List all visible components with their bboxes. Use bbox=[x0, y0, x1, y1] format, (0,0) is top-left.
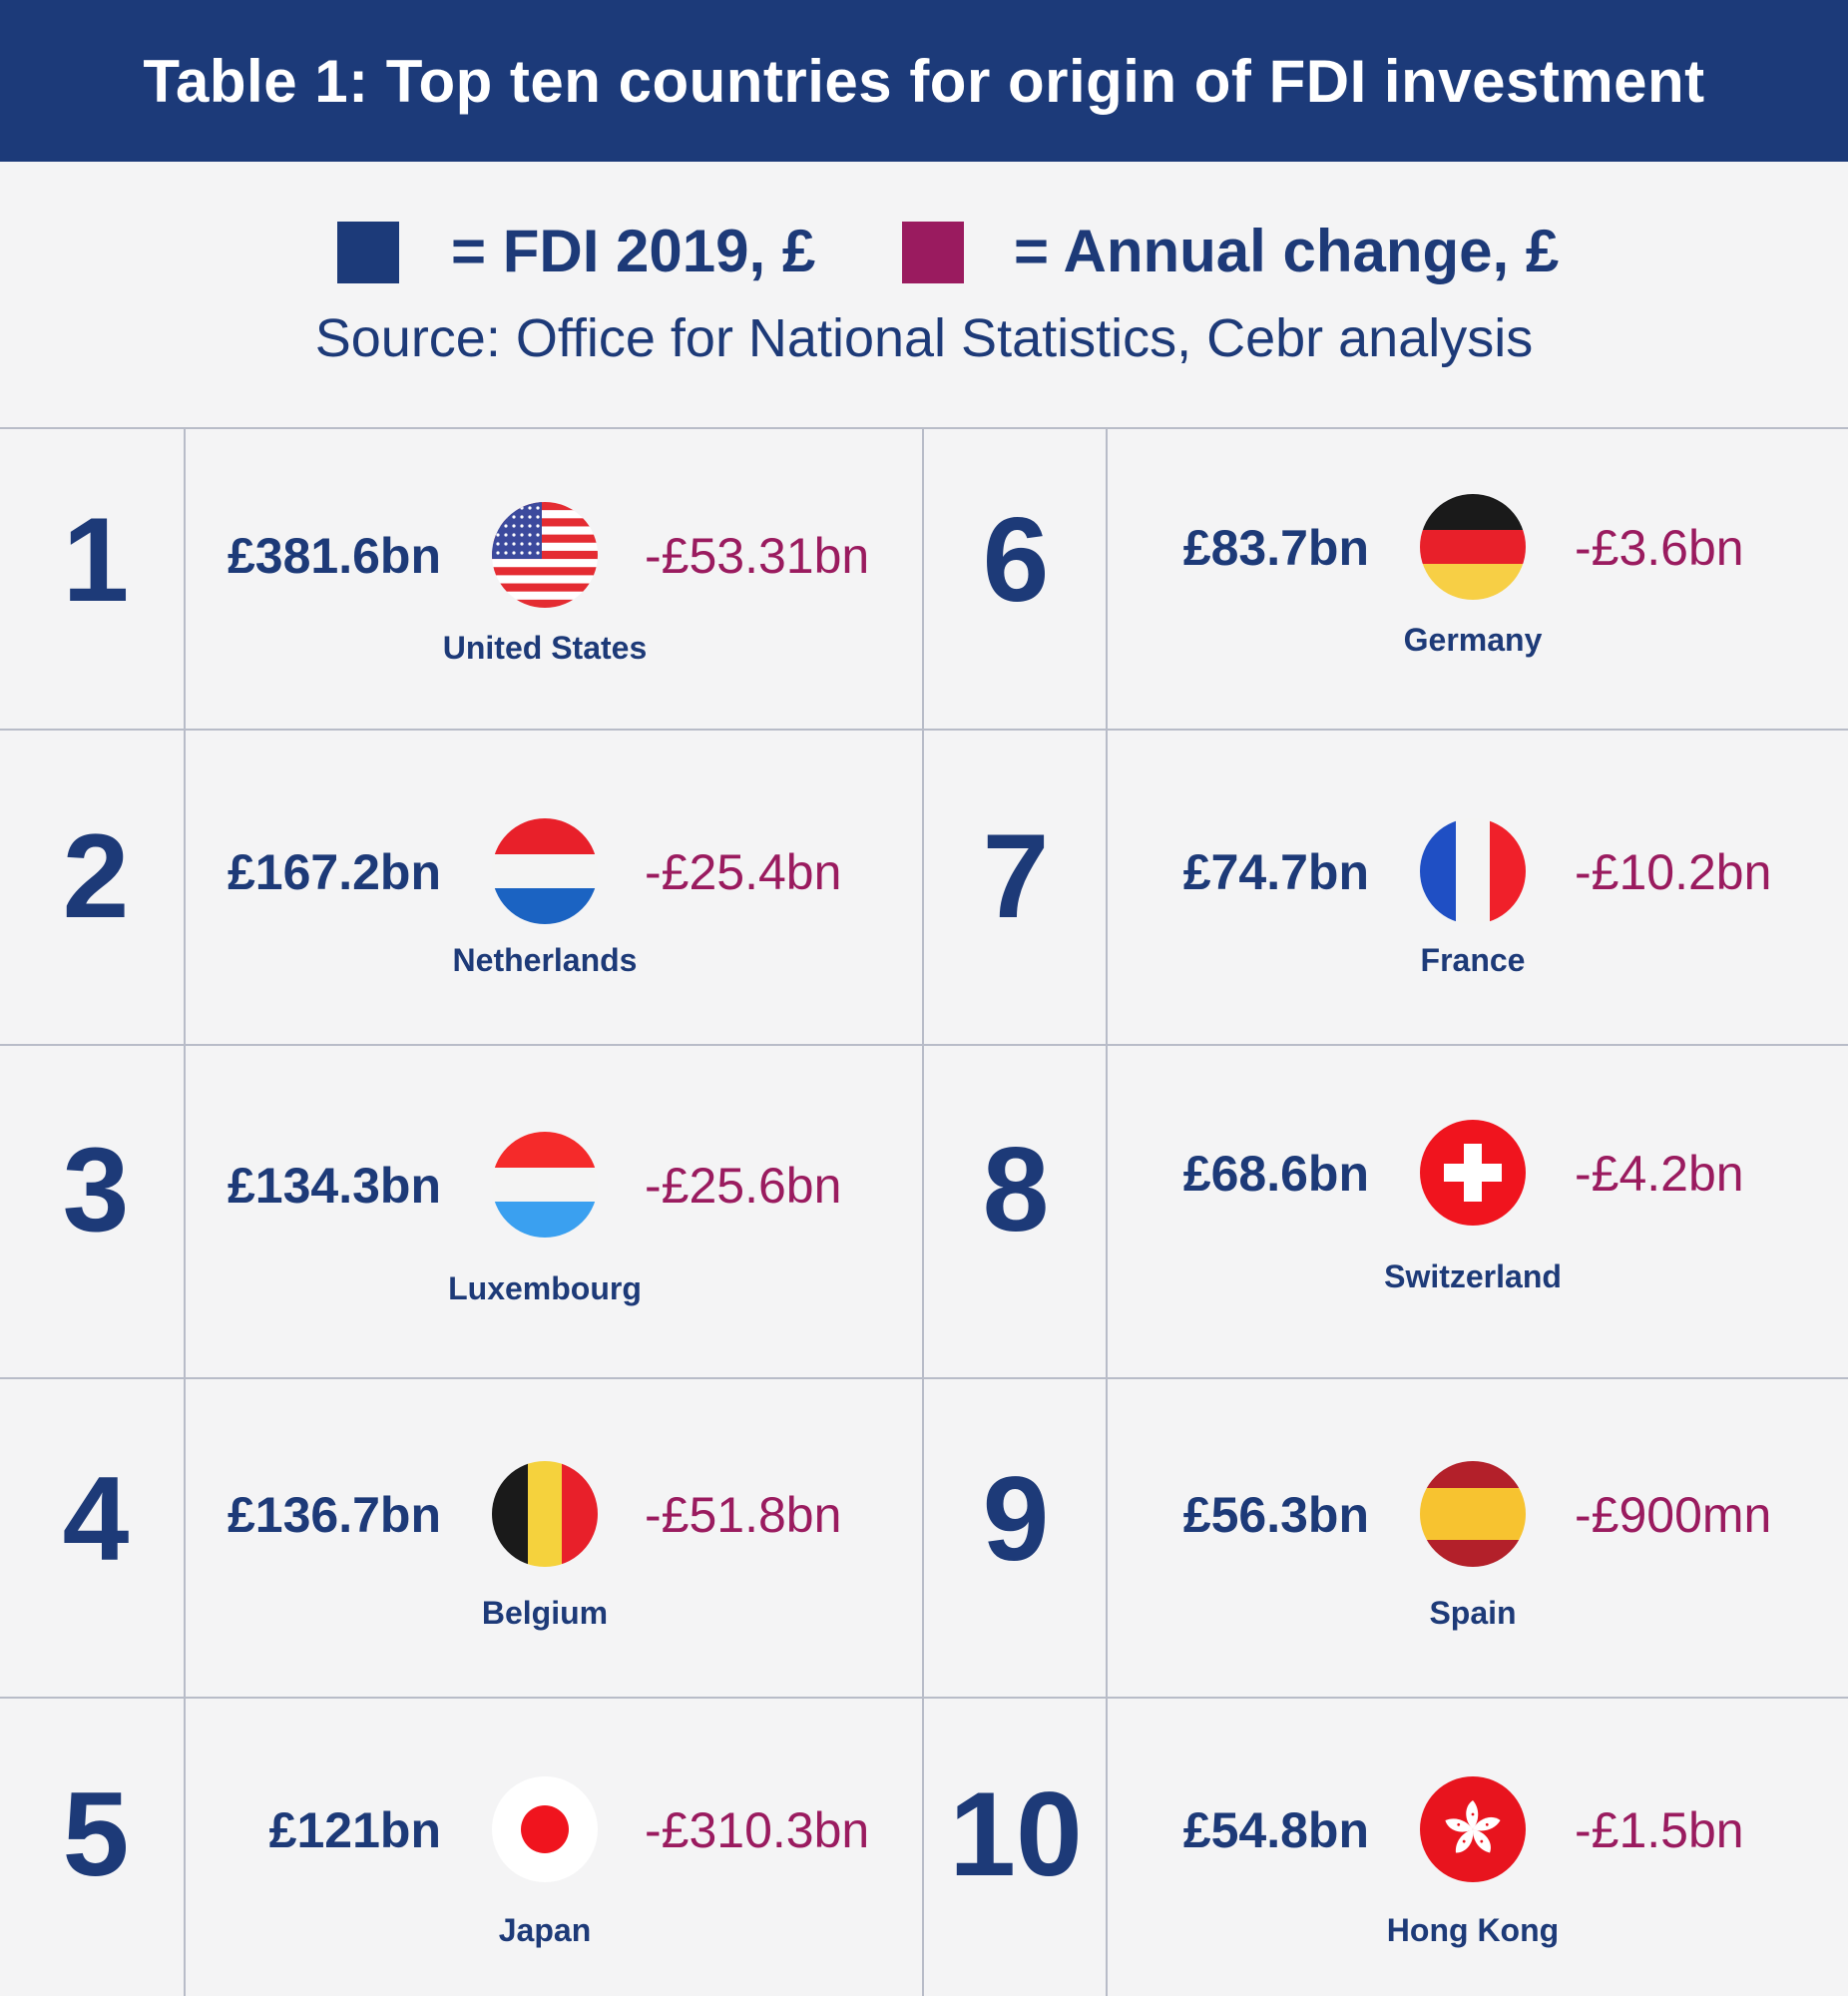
rank-number: 2 bbox=[62, 809, 130, 943]
luxembourg-flag-icon bbox=[492, 1132, 598, 1238]
fdi-value: £121bn bbox=[268, 1802, 441, 1858]
annual-change-value: -£3.6bn bbox=[1575, 520, 1744, 576]
rank-number: 10 bbox=[949, 1767, 1083, 1901]
fdi-legend-swatch bbox=[337, 222, 399, 283]
country-name: Switzerland bbox=[1384, 1258, 1562, 1294]
annual-change-value: -£25.6bn bbox=[645, 1158, 842, 1214]
row-divider bbox=[0, 1044, 1848, 1046]
change-legend-label: = Annual change, £ bbox=[1014, 218, 1560, 284]
fdi-value: £56.3bn bbox=[1182, 1487, 1369, 1543]
annual-change-value: -£53.31bn bbox=[645, 528, 870, 584]
rank-number: 4 bbox=[62, 1452, 130, 1586]
fdi-value: £83.7bn bbox=[1182, 520, 1369, 576]
hong-kong-flag-icon bbox=[1420, 1776, 1526, 1882]
france-flag-icon bbox=[1420, 818, 1526, 924]
rank-number: 6 bbox=[982, 493, 1050, 627]
country-name: Germany bbox=[1403, 622, 1543, 658]
fdi-value: £68.6bn bbox=[1182, 1146, 1369, 1202]
country-name: Netherlands bbox=[452, 942, 638, 978]
belgium-flag-icon bbox=[492, 1461, 598, 1567]
legend: = FDI 2019, £ = Annual change, £ Source:… bbox=[0, 162, 1848, 427]
table-title: Table 1: Top ten countries for origin of… bbox=[0, 0, 1848, 162]
fdi-value: £134.3bn bbox=[227, 1158, 441, 1214]
fdi-value: £136.7bn bbox=[227, 1487, 441, 1543]
fdi-value: £381.6bn bbox=[227, 528, 441, 584]
rank-number: 5 bbox=[62, 1767, 130, 1901]
rank-number: 7 bbox=[982, 809, 1050, 943]
fdi-value: £74.7bn bbox=[1182, 844, 1369, 900]
switzerland-flag-icon bbox=[1420, 1120, 1526, 1226]
column-divider bbox=[184, 427, 186, 1996]
source-note: Source: Office for National Statistics, … bbox=[314, 308, 1534, 368]
rank-number: 3 bbox=[62, 1123, 130, 1256]
row-divider bbox=[0, 427, 1848, 429]
country-name: Hong Kong bbox=[1386, 1912, 1560, 1948]
spain-flag-icon bbox=[1420, 1461, 1526, 1567]
country-name: Spain bbox=[1429, 1595, 1517, 1631]
annual-change-value: -£51.8bn bbox=[645, 1487, 842, 1543]
netherlands-flag-icon bbox=[492, 818, 598, 924]
row-divider bbox=[0, 1697, 1848, 1699]
fdi-value: £167.2bn bbox=[227, 844, 441, 900]
country-name: France bbox=[1420, 942, 1526, 978]
usa-flag-icon bbox=[492, 502, 598, 608]
country-table: 1 £381.6bn -£53.31bn United States 2 £167.2b… bbox=[0, 427, 1848, 1996]
annual-change-value: -£25.4bn bbox=[645, 844, 842, 900]
rank-number: 1 bbox=[62, 493, 130, 627]
fdi-legend-label: = FDI 2019, £ bbox=[451, 218, 816, 284]
annual-change-value: -£1.5bn bbox=[1575, 1802, 1744, 1858]
japan-flag-icon bbox=[492, 1776, 598, 1882]
row-divider bbox=[0, 1377, 1848, 1379]
annual-change-value: -£900mn bbox=[1575, 1487, 1772, 1543]
country-name: Japan bbox=[498, 1912, 592, 1948]
change-legend-swatch bbox=[902, 222, 964, 283]
rank-number: 8 bbox=[982, 1123, 1050, 1256]
column-divider bbox=[1106, 427, 1108, 1996]
country-name: United States bbox=[442, 630, 648, 666]
rank-number: 9 bbox=[982, 1452, 1050, 1586]
annual-change-value: -£10.2bn bbox=[1575, 844, 1772, 900]
annual-change-value: -£4.2bn bbox=[1575, 1146, 1744, 1202]
annual-change-value: -£310.3bn bbox=[645, 1802, 870, 1858]
column-divider bbox=[922, 427, 924, 1996]
country-name: Luxembourg bbox=[448, 1270, 642, 1306]
germany-flag-icon bbox=[1420, 494, 1526, 600]
country-name: Belgium bbox=[481, 1595, 609, 1631]
row-divider bbox=[0, 729, 1848, 731]
fdi-value: £54.8bn bbox=[1182, 1802, 1369, 1858]
